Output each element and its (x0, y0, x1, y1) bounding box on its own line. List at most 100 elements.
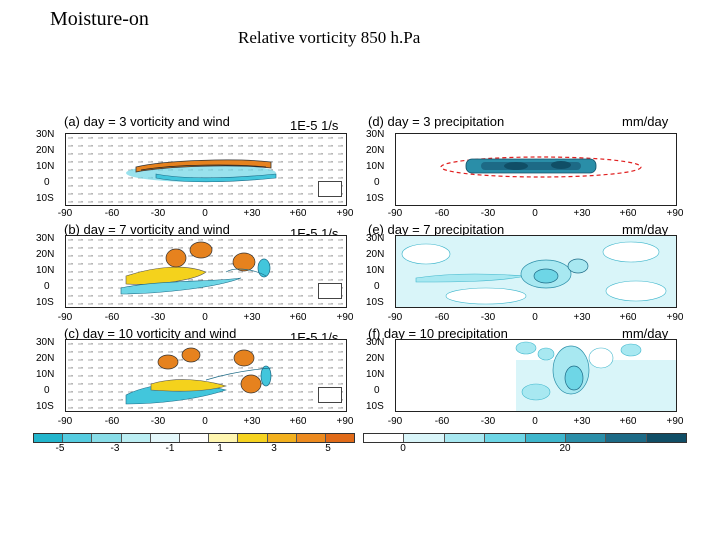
lon-tick: +30 (243, 208, 261, 219)
colorbar-tick: -5 (55, 443, 65, 454)
lat-tick: 0 (44, 385, 50, 396)
lon-tick: +30 (243, 312, 261, 323)
lon-tick: +90 (666, 312, 684, 323)
lon-tick: -30 (480, 312, 496, 323)
colorbar-tick: 20 (559, 443, 571, 454)
lon-tick: +60 (289, 208, 307, 219)
lon-tick: 0 (532, 312, 538, 323)
lat-tick: 20N (36, 249, 55, 260)
lon-tick: 0 (532, 208, 538, 219)
colorbar-swatch (565, 434, 607, 442)
lat-tick: 30N (366, 129, 385, 140)
lat-tick: 0 (374, 385, 380, 396)
colorbar-swatch (34, 434, 64, 442)
lat-tick: 10N (366, 369, 385, 380)
lon-tick: -30 (480, 208, 496, 219)
lon-tick: +60 (289, 416, 307, 427)
lon-tick: +30 (573, 312, 591, 323)
colorbar-swatch (606, 434, 647, 442)
colorbar-swatch (646, 434, 686, 442)
colorbar-swatch (296, 434, 326, 442)
colorbar-swatch (238, 434, 268, 442)
colorbar-swatch (444, 434, 486, 442)
lat-tick: 10S (36, 297, 54, 308)
lat-tick: 0 (44, 177, 50, 188)
slide-title-center: Relative vorticity 850 h.Pa (238, 28, 421, 47)
lon-tick: +60 (619, 416, 637, 427)
panel-f-title: (f) day = 10 precipitation (368, 326, 508, 341)
panel-a-units: 1E-5 1/s (290, 118, 339, 133)
lon-tick: 0 (532, 416, 538, 427)
lon-tick: -60 (434, 312, 450, 323)
lon-tick: -60 (104, 416, 120, 427)
colorbar-tick: 1 (217, 443, 223, 454)
lat-tick: 30N (36, 233, 55, 244)
lat-tick: 10S (36, 401, 54, 412)
lon-tick: +90 (666, 416, 684, 427)
lon-tick: +30 (573, 208, 591, 219)
lat-tick: 20N (366, 249, 385, 260)
lon-tick: +90 (336, 416, 354, 427)
lat-tick: 10N (36, 265, 55, 276)
lat-tick: 10N (36, 161, 55, 172)
panel-a-vorticity-map (65, 133, 347, 206)
colorbar-swatch (485, 434, 526, 442)
colorbar-swatch (325, 434, 355, 442)
colorbar-swatch (209, 434, 239, 442)
colorbar-tick: 5 (325, 443, 331, 454)
colorbar-swatch (63, 434, 93, 442)
lon-tick: -60 (434, 208, 450, 219)
lat-tick: 10N (366, 161, 385, 172)
lon-tick: 0 (202, 312, 208, 323)
lat-tick: 10S (366, 297, 384, 308)
colorbar-swatch (92, 434, 122, 442)
lat-tick: 30N (366, 337, 385, 348)
panel-b-vorticity-map (65, 235, 347, 308)
lon-tick: +60 (289, 312, 307, 323)
lon-tick: -60 (104, 208, 120, 219)
lon-tick: +30 (573, 416, 591, 427)
lat-tick: 30N (366, 233, 385, 244)
lon-tick: +90 (336, 312, 354, 323)
lat-tick: 20N (36, 353, 55, 364)
lat-tick: 20N (366, 353, 385, 364)
lon-tick: -90 (387, 416, 403, 427)
lat-tick: 10S (36, 193, 54, 204)
lon-tick: +60 (619, 208, 637, 219)
lon-tick: 0 (202, 208, 208, 219)
lon-tick: -30 (150, 416, 166, 427)
lon-tick: -90 (57, 208, 73, 219)
panel-d-title: (d) day = 3 precipitation (368, 114, 505, 129)
slide-title-left: Moisture-on (50, 8, 149, 30)
lat-tick: 10S (366, 401, 384, 412)
lon-tick: -90 (387, 312, 403, 323)
lon-tick: -90 (57, 312, 73, 323)
colorbar-tick: 3 (271, 443, 277, 454)
lon-tick: -60 (434, 416, 450, 427)
lon-tick: -90 (57, 416, 73, 427)
colorbar-swatch (267, 434, 297, 442)
panel-d-precip-map (395, 133, 677, 206)
panel-b-title: (b) day = 7 vorticity and wind (64, 222, 230, 237)
colorbar-tick: 0 (400, 443, 406, 454)
lat-tick: 0 (374, 177, 380, 188)
lat-tick: 30N (36, 129, 55, 140)
panel-c-ref-vector (318, 387, 342, 403)
panel-c-title: (c) day = 10 vorticity and wind (64, 326, 237, 341)
panel-b-ref-vector (318, 283, 342, 299)
precipitation-colorbar (363, 433, 687, 443)
panel-e-title: (e) day = 7 precipitation (368, 222, 505, 237)
lon-tick: -30 (150, 208, 166, 219)
lat-tick: 10N (36, 369, 55, 380)
lon-tick: -30 (150, 312, 166, 323)
lon-tick: -60 (104, 312, 120, 323)
panel-e-precip-map (395, 235, 677, 308)
lat-tick: 0 (374, 281, 380, 292)
panel-f-precip-map (395, 339, 677, 412)
colorbar-swatch (121, 434, 151, 442)
lat-tick: 10N (366, 265, 385, 276)
lat-tick: 10S (366, 193, 384, 204)
panel-f-units: mm/day (622, 326, 669, 341)
colorbar-tick: -3 (110, 443, 120, 454)
panel-e-units: mm/day (622, 222, 669, 237)
